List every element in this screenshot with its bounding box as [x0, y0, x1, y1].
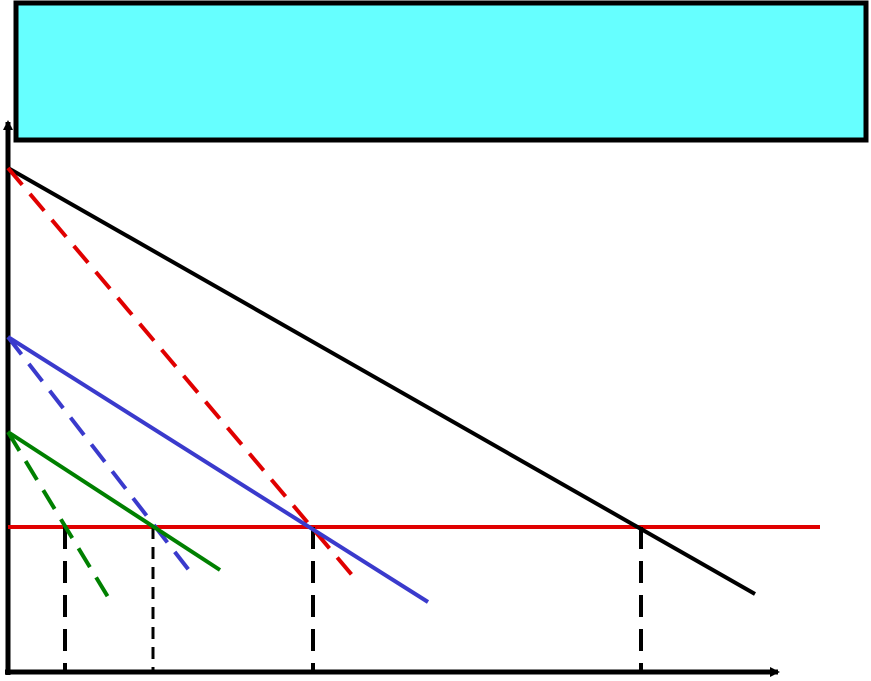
green-line: [6, 430, 222, 572]
header-box: [13, 0, 869, 143]
black-line: [7, 166, 756, 596]
blue-line: [6, 335, 430, 604]
red-dashed-line: [6, 166, 354, 577]
drop-lines: [63, 527, 643, 672]
green-dashed-line: [6, 430, 110, 599]
blue-dashed-line: [6, 335, 197, 580]
